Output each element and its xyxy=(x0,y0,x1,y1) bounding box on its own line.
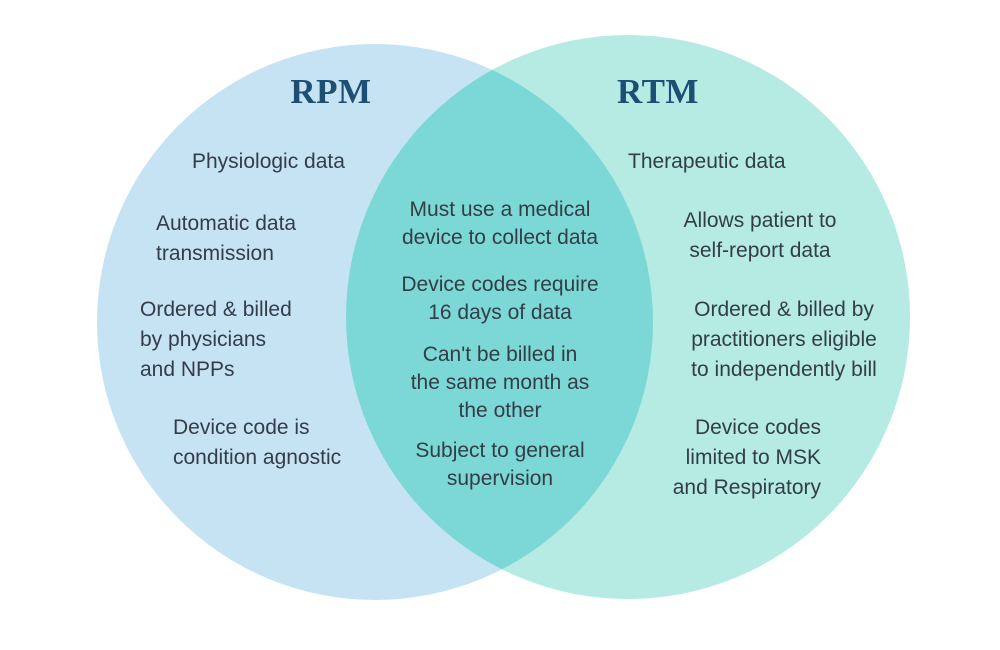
overlap-item-sixteen-days: Device codes require 16 days of data xyxy=(401,273,599,324)
rtm-title: RTM xyxy=(617,72,699,111)
venn-overlap-region xyxy=(346,44,653,599)
rpm-item-automatic-transmission: Automatic data transmission xyxy=(156,212,297,265)
rtm-item-therapeutic-data: Therapeutic data xyxy=(628,150,786,173)
rtm-item-ordered-practitioners: Ordered & billed by practitioners eligib… xyxy=(691,298,877,381)
rpm-item-device-code-agnostic: Device code is condition agnostic xyxy=(173,416,342,469)
rtm-item-device-codes-msk: Device codes limited to MSK and Respirat… xyxy=(672,416,821,499)
overlap-item-same-month: Can't be billed in the same month as the… xyxy=(410,343,590,422)
overlap-item-medical-device: Must use a medical device to collect dat… xyxy=(401,198,599,249)
overlap-item-general-supervision: Subject to general supervision xyxy=(415,439,585,490)
rpm-title: RPM xyxy=(290,72,372,111)
rpm-item-physiologic-data: Physiologic data xyxy=(192,150,345,173)
rtm-item-self-report: Allows patient to self-report data xyxy=(683,209,837,262)
rpm-item-ordered-billed: Ordered & billed by physicians and NPPs xyxy=(140,298,292,381)
